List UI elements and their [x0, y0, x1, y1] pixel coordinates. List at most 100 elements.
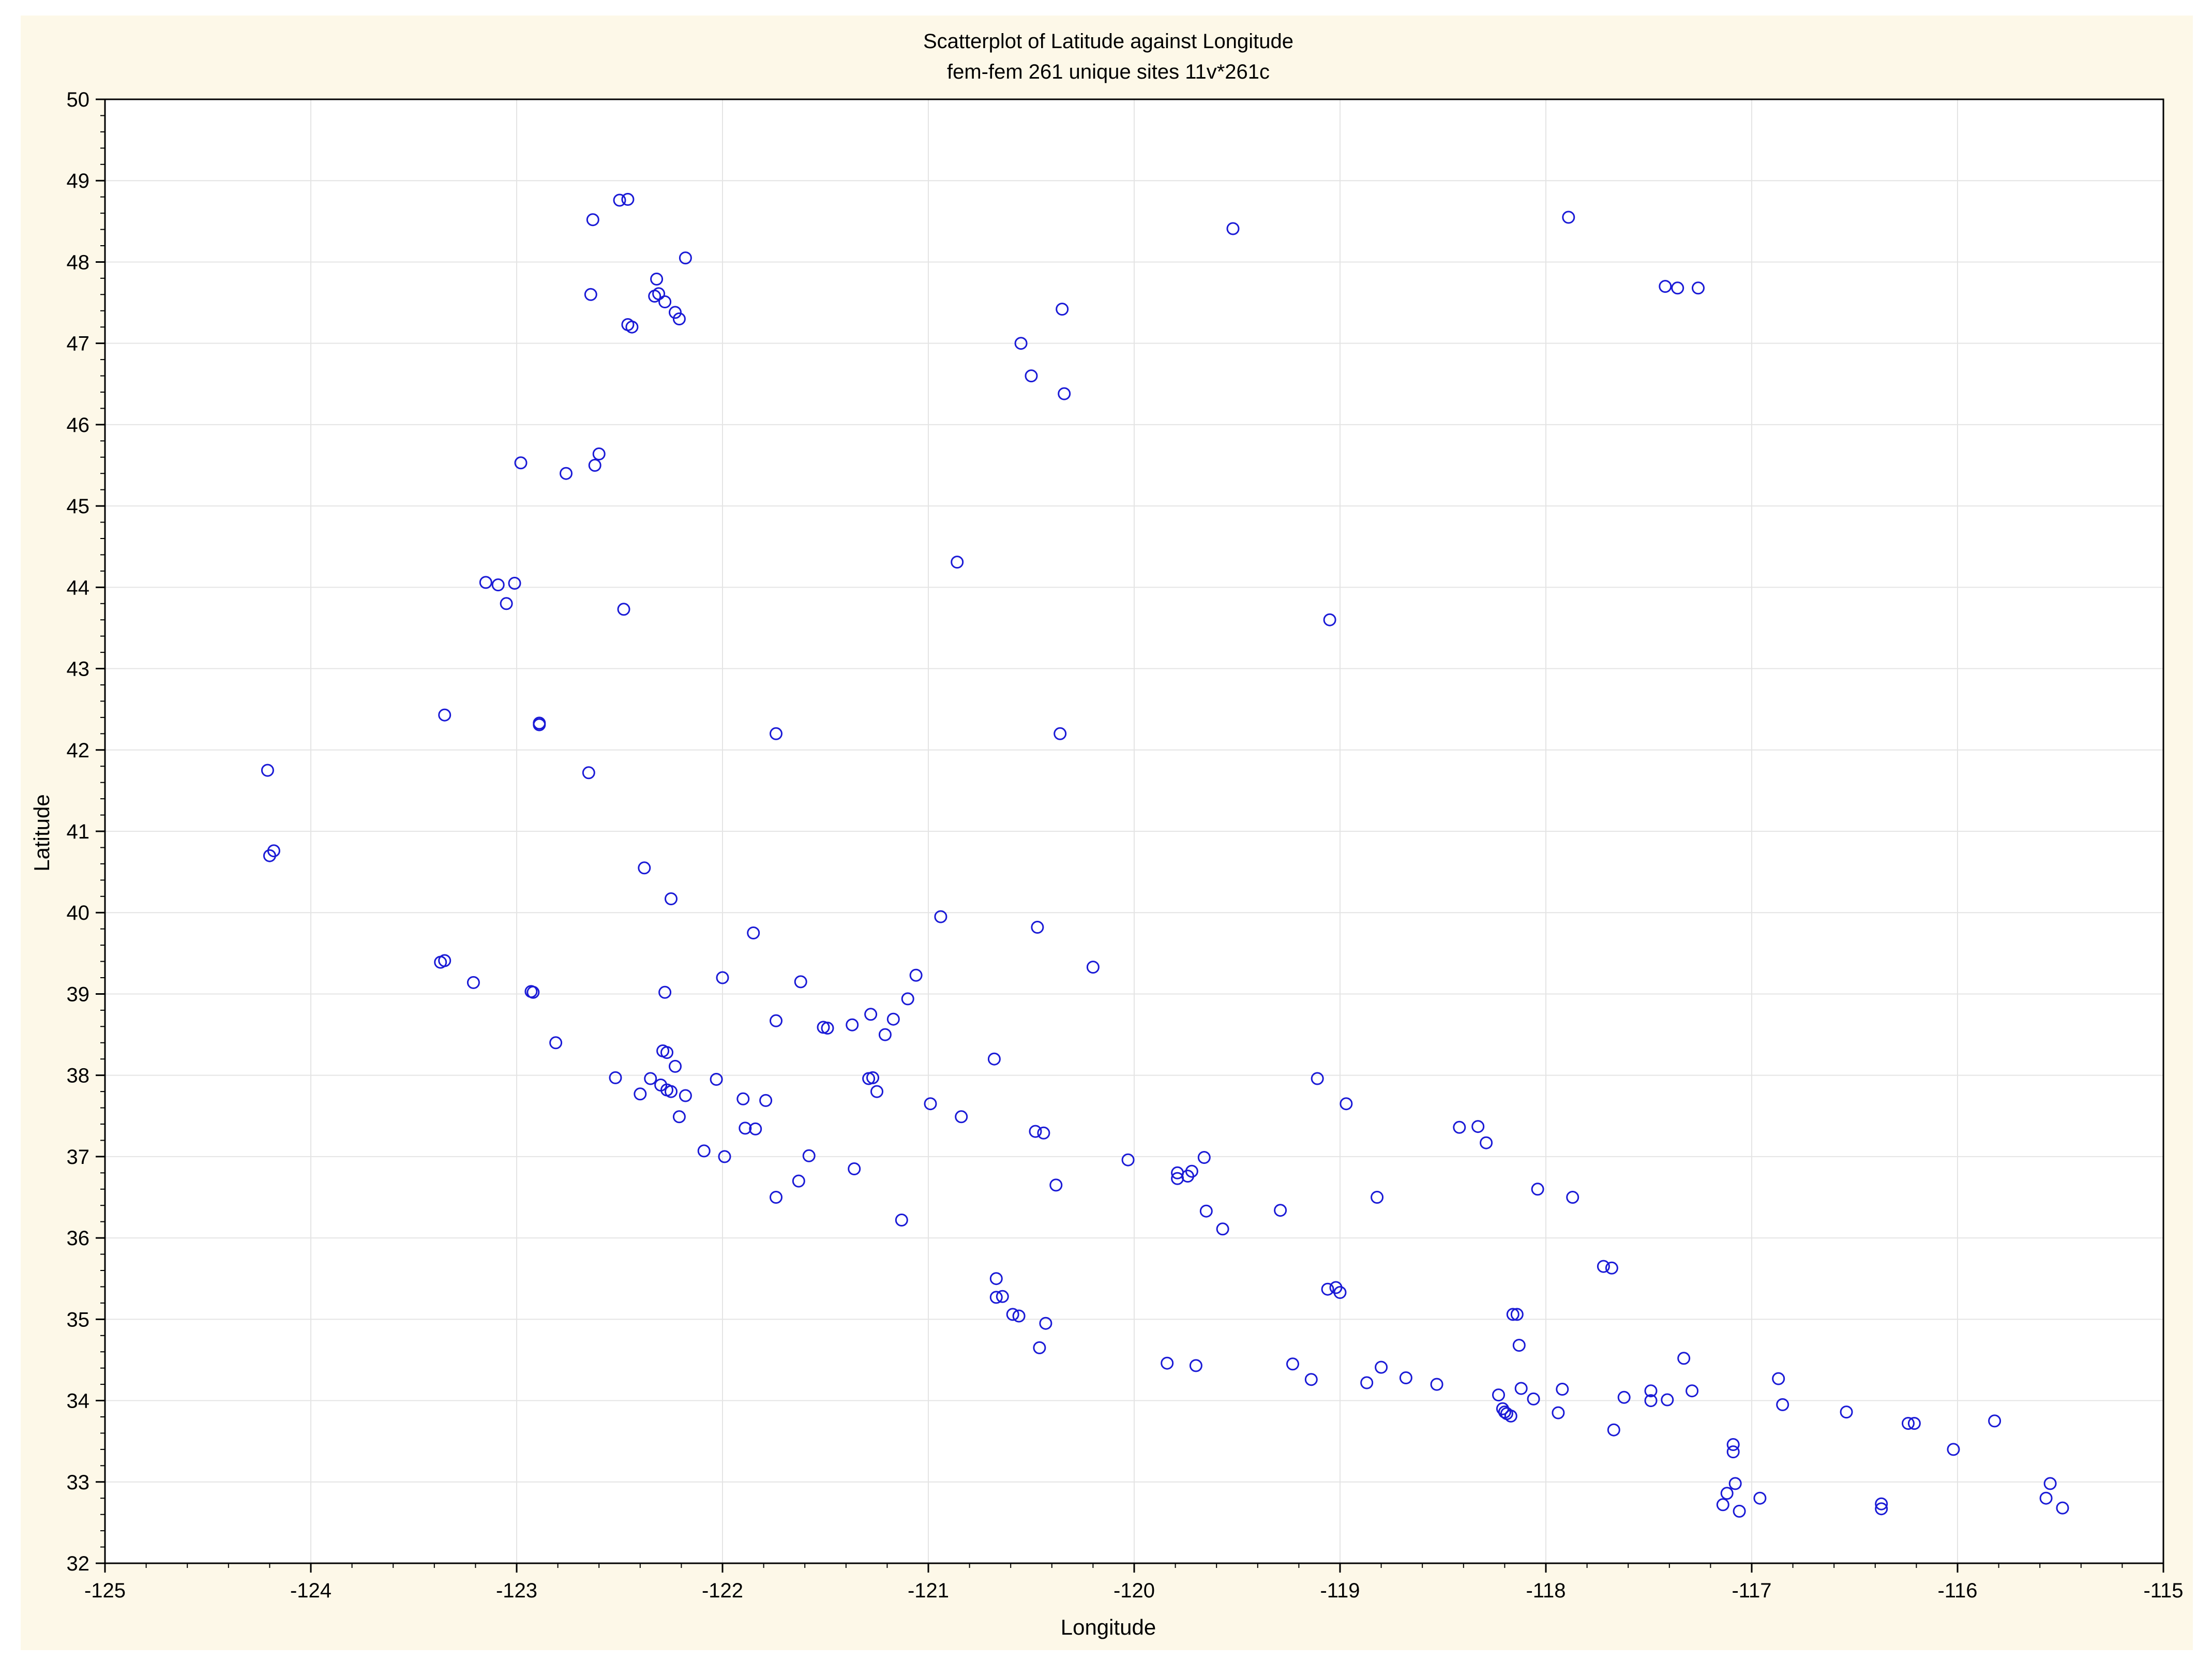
data-point: [1988, 1414, 2002, 1428]
data-point: [267, 844, 280, 858]
data-point: [1875, 1502, 1888, 1516]
data-point: [1605, 1261, 1618, 1275]
data-point: [1514, 1382, 1528, 1395]
x-tick-label: -122: [702, 1579, 743, 1602]
y-tick-label: 39: [67, 983, 90, 1006]
data-point: [1692, 281, 1705, 295]
data-point: [909, 968, 923, 982]
data-point: [1286, 1357, 1299, 1371]
data-point: [1025, 369, 1038, 383]
data-point: [1661, 1393, 1674, 1407]
data-point: [1733, 1504, 1746, 1518]
data-point: [1492, 1388, 1505, 1402]
data-point: [895, 1214, 908, 1227]
data-point: [1644, 1394, 1658, 1408]
data-point: [679, 1089, 692, 1102]
data-point: [1617, 1390, 1631, 1404]
data-point: [1659, 280, 1672, 293]
y-axis-label: Latitude: [29, 794, 54, 871]
data-point: [526, 985, 540, 999]
y-tick-label: 36: [67, 1227, 90, 1250]
data-point: [1776, 1398, 1789, 1411]
data-point: [2056, 1501, 2069, 1515]
data-point: [739, 1121, 752, 1135]
data-point: [617, 603, 630, 616]
y-tick-label: 46: [67, 414, 90, 437]
data-point: [1512, 1339, 1526, 1352]
x-tick-label: -120: [1113, 1579, 1155, 1602]
data-point: [1274, 1204, 1287, 1217]
y-tick-label: 48: [67, 251, 90, 274]
data-point: [1566, 1191, 1579, 1204]
data-point: [658, 295, 672, 308]
data-point: [1185, 1164, 1198, 1178]
data-point: [613, 193, 626, 207]
data-point: [802, 1149, 816, 1162]
data-point: [870, 1085, 883, 1098]
plot-border: [104, 98, 2164, 1564]
data-point: [2039, 1491, 2053, 1505]
data-point: [886, 1012, 900, 1026]
data-point: [588, 459, 601, 472]
data-point: [736, 1092, 750, 1105]
data-point: [660, 1046, 673, 1059]
data-point: [2043, 1477, 2057, 1490]
data-point: [1058, 387, 1071, 400]
data-point: [1371, 1191, 1384, 1204]
data-point: [1527, 1392, 1540, 1405]
x-tick-label: -125: [84, 1579, 126, 1602]
data-point: [644, 1072, 657, 1085]
data-point: [1716, 1498, 1729, 1512]
data-point: [1875, 1497, 1888, 1511]
data-point: [1644, 1384, 1658, 1398]
x-tick-label: -124: [290, 1579, 332, 1602]
data-point: [770, 1191, 783, 1204]
data-point: [1686, 1384, 1699, 1398]
data-points: [261, 192, 2069, 1518]
data-point: [665, 892, 678, 905]
y-tick-labels: 32 33 34 35 36 37 38 39 40 41 42 43 44 45 46 47 48 49 50: [67, 88, 90, 1575]
data-point: [1430, 1378, 1443, 1391]
data-point: [586, 213, 599, 227]
y-tick-label: 41: [67, 820, 90, 843]
y-tick-label: 34: [67, 1390, 90, 1413]
data-point: [467, 976, 480, 989]
data-point: [1216, 1222, 1229, 1236]
data-point: [749, 1122, 762, 1135]
data-point: [1323, 613, 1336, 626]
data-point: [1902, 1417, 1915, 1430]
data-point: [1399, 1371, 1412, 1384]
data-point: [508, 577, 521, 590]
data-point: [438, 708, 452, 722]
data-point: [1037, 1126, 1050, 1140]
data-point: [759, 1094, 773, 1107]
data-point: [1671, 281, 1684, 295]
data-point: [866, 1071, 879, 1084]
data-point: [679, 251, 692, 265]
data-point: [634, 1087, 647, 1101]
data-point: [1471, 1120, 1485, 1133]
data-point: [864, 1008, 878, 1021]
data-point: [710, 1073, 723, 1086]
data-point: [1531, 1183, 1544, 1196]
data-point: [650, 273, 664, 286]
data-point: [1552, 1406, 1565, 1419]
data-point: [1375, 1360, 1388, 1374]
x-tick-label: -123: [496, 1579, 537, 1602]
data-point: [1197, 1151, 1211, 1164]
data-point: [846, 1018, 859, 1031]
data-point: [1506, 1308, 1519, 1321]
data-point: [1056, 303, 1069, 316]
data-point: [1947, 1443, 1960, 1456]
data-point: [500, 597, 513, 610]
data-point: [747, 926, 760, 939]
data-point: [1014, 337, 1028, 350]
data-point: [1054, 727, 1067, 740]
data-point: [625, 320, 639, 334]
y-tick-label: 47: [67, 333, 90, 355]
data-point: [261, 764, 274, 777]
data-point: [1772, 1372, 1785, 1385]
data-point: [1033, 1341, 1046, 1354]
data-point: [514, 456, 528, 470]
